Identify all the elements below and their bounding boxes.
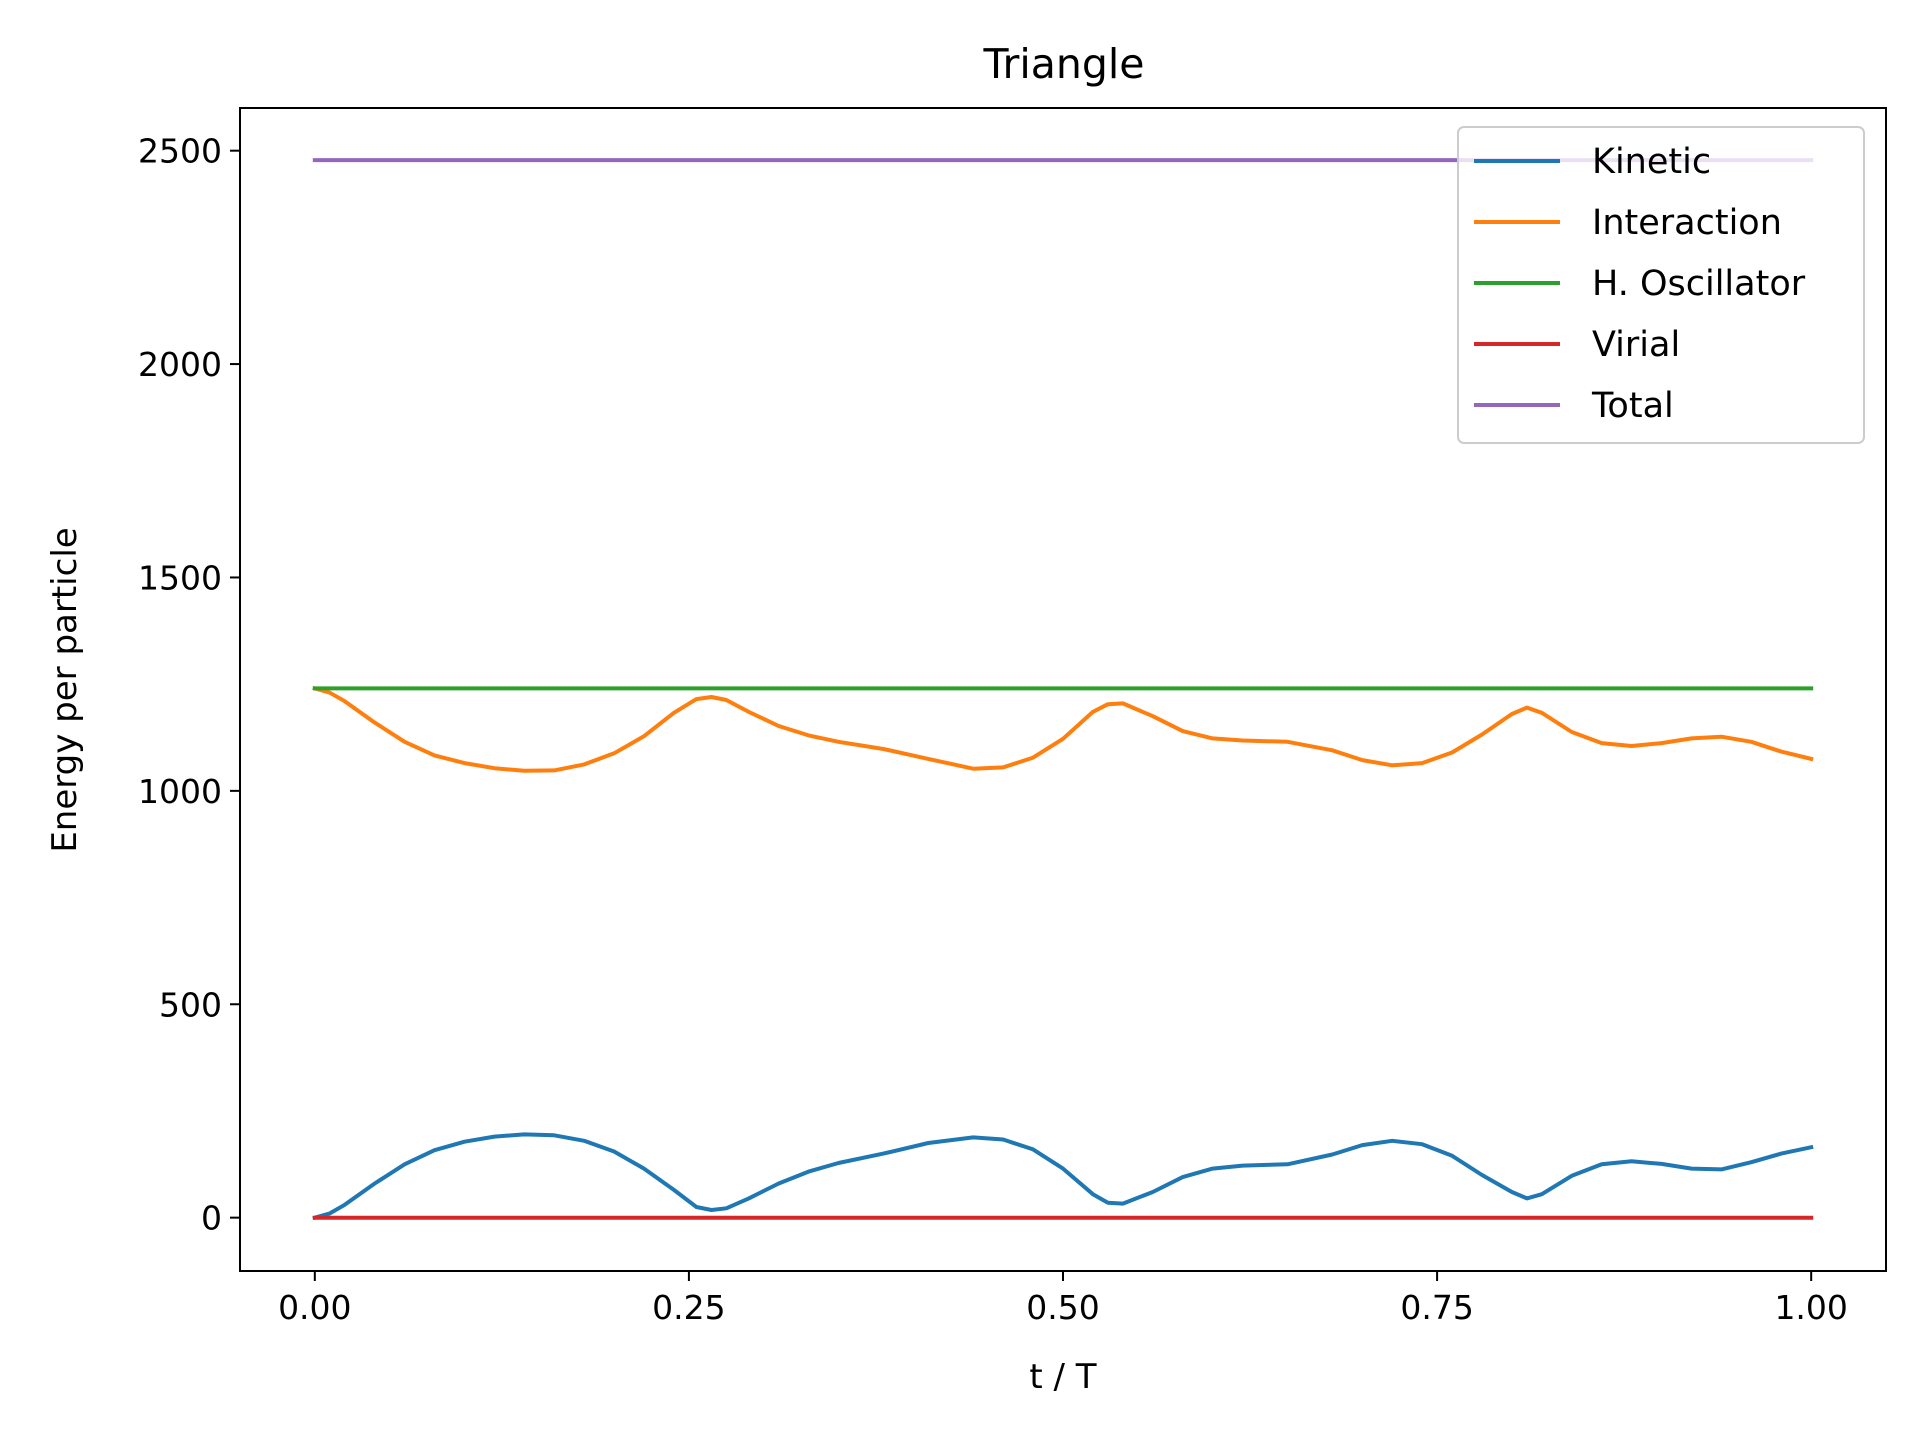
legend-label: Virial <box>1592 325 1680 365</box>
legend-box <box>1457 126 1865 444</box>
y-tick-label: 500 <box>159 985 222 1024</box>
y-tick-label: 1500 <box>138 558 222 597</box>
legend-label: Interaction <box>1592 203 1782 243</box>
x-tick-label: 0.25 <box>652 1288 725 1327</box>
y-axis-label: Energy per particle <box>45 527 85 852</box>
y-tick-label: 1000 <box>138 772 222 811</box>
x-tick-label: 0.75 <box>1400 1288 1473 1327</box>
x-tick-label: 0.00 <box>278 1288 351 1327</box>
legend-label: H. Oscillator <box>1592 264 1806 304</box>
series-line-kinetic <box>312 1132 1814 1221</box>
y-axis-ticks: 0 500 1000 1500 2000 2500 <box>138 132 240 1238</box>
series-layer <box>312 158 1814 1221</box>
series-line-interaction <box>312 685 1814 773</box>
chart-title: Triangle <box>982 40 1144 88</box>
x-axis-label: t / T <box>1029 1357 1096 1397</box>
x-axis-ticks: 0.00 0.25 0.50 0.75 1.00 <box>278 1271 1848 1327</box>
legend: Kinetic Interaction H. Oscillator Virial Tot… <box>1457 126 1865 444</box>
legend-label: Kinetic <box>1592 142 1711 182</box>
legend-label: Total <box>1591 386 1674 426</box>
x-tick-label: 0.50 <box>1026 1288 1099 1327</box>
y-tick-label: 2000 <box>138 345 222 384</box>
y-tick-label: 0 <box>201 1199 222 1238</box>
legend-entries: Kinetic Interaction H. Oscillator Virial Tot… <box>1474 142 1806 426</box>
x-tick-label: 1.00 <box>1774 1288 1847 1327</box>
y-tick-label: 2500 <box>138 132 222 171</box>
